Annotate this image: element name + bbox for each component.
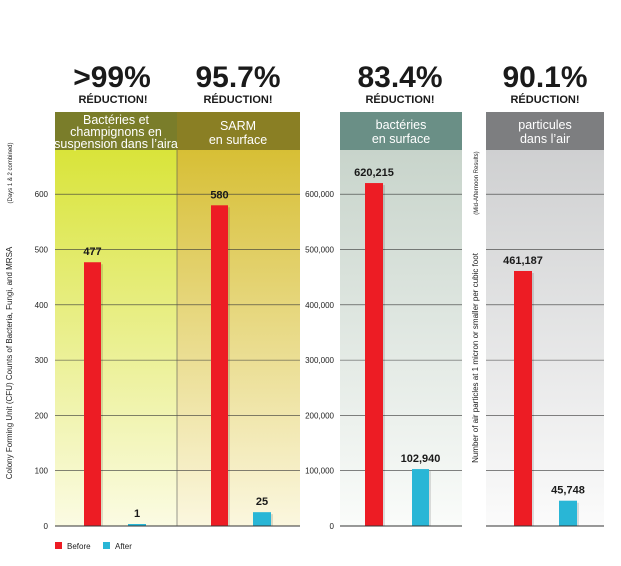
legend-after-swatch xyxy=(103,542,110,549)
headline-3: 83.4% RÉDUCTION! xyxy=(357,61,442,106)
bar-after-label: 102,940 xyxy=(401,453,441,465)
y-tick-label: 100,000 xyxy=(305,467,334,476)
y-tick-label: 100 xyxy=(35,467,49,476)
legend-before-swatch xyxy=(55,542,62,549)
y-tick-label: 400,000 xyxy=(305,301,334,310)
reduction-label: RÉDUCTION! xyxy=(78,93,147,106)
headline-percent: >99% xyxy=(73,61,151,94)
bar-before-label: 580 xyxy=(210,189,228,201)
right-y-axis-note: (Mid-Afternoon Results) xyxy=(474,151,480,214)
panel-2-header-text: SARM en surface xyxy=(209,119,267,147)
reduction-label: RÉDUCTION! xyxy=(365,93,434,106)
bar-before xyxy=(514,270,532,526)
bar-after-label: 45,748 xyxy=(551,485,585,497)
panel-4-header-line: dans l’air xyxy=(520,132,570,146)
headline-4: 90.1% RÉDUCTION! xyxy=(502,61,587,106)
bar-before-label: 461,187 xyxy=(503,255,543,267)
y-tick-label: 300 xyxy=(35,356,49,365)
headline-percent: 83.4% xyxy=(357,61,442,94)
panel-1-header-text: Bactéries et champignons en suspension d… xyxy=(54,113,178,151)
headline-percent: 95.7% xyxy=(195,61,280,94)
headline-percent: 90.1% xyxy=(502,61,587,94)
panel-4-header-line: particules xyxy=(518,118,572,132)
bar-before-label: 620,215 xyxy=(354,167,394,179)
left-y-axis-title: Colony Forming Unit (CFU) Counts of Bact… xyxy=(5,246,14,479)
y-tick-label: 0 xyxy=(44,522,49,531)
panel-4-background xyxy=(486,150,604,526)
y-tick-label: 500 xyxy=(35,246,49,255)
left-y-axis-note: (Days 1 & 2 combined) xyxy=(8,142,14,203)
grid-layer xyxy=(55,193,604,472)
panel-4-header xyxy=(486,112,604,150)
panel-3-header-line: en surface xyxy=(372,132,430,146)
bar-after-label: 1 xyxy=(134,508,140,520)
headline-1: >99% RÉDUCTION! xyxy=(73,61,151,106)
legend-before-label: Before xyxy=(67,542,91,551)
y-tick-label: 600,000 xyxy=(305,190,334,199)
y-tick-label: 300,000 xyxy=(305,356,334,365)
y-tick-label: 600 xyxy=(35,190,49,199)
panel-2-header xyxy=(177,112,300,150)
bar-layer: 477 1 580 25 620,215 102,940 461,187 45,748 xyxy=(83,167,585,526)
legend: Before After xyxy=(55,542,132,551)
panel-3-header xyxy=(340,112,462,150)
panel-2-header-line: SARM xyxy=(220,119,256,133)
right-y-axis-label: Number of air particles at 1 micron or s… xyxy=(471,151,480,463)
panel-1-header-line: Bactéries et xyxy=(83,113,150,127)
bar-after xyxy=(559,500,577,526)
bar-after xyxy=(128,524,146,526)
bar-before xyxy=(365,183,383,526)
bar-before-label: 477 xyxy=(83,246,101,258)
panel-1-header-line: suspension dans l’aira xyxy=(54,137,178,151)
bar-before xyxy=(211,205,228,526)
y-tick-label: 0 xyxy=(330,522,335,531)
y-tick-label: 200,000 xyxy=(305,411,334,420)
legend-after-label: After xyxy=(115,542,132,551)
panel-3-header-line: bactéries xyxy=(376,118,427,132)
panel-1-header-line: champignons en xyxy=(70,125,162,139)
panel-2-background xyxy=(177,150,300,526)
bar-after xyxy=(412,469,429,526)
y-tick-label: 400 xyxy=(35,301,49,310)
tick-layer: 0 100 200 300 400 500 600 0 100,000 200,000 300,00… xyxy=(35,190,335,531)
reduction-label: RÉDUCTION! xyxy=(203,93,272,106)
right-y-axis-title: Number of air particles at 1 micron or s… xyxy=(471,252,480,463)
panel-1-background xyxy=(55,150,177,526)
y-tick-label: 200 xyxy=(35,411,49,420)
panel-3-background xyxy=(340,150,462,526)
left-y-axis-label: Colony Forming Unit (CFU) Counts of Bact… xyxy=(5,142,14,479)
y-tick-label: 500,000 xyxy=(305,246,334,255)
bar-after-label: 25 xyxy=(256,496,268,508)
bar-before xyxy=(84,262,101,526)
panel-2-header-line: en surface xyxy=(209,133,267,147)
panel-4-header-text: particules dans l’air xyxy=(518,118,572,146)
panel-3-header-text: bactéries en surface xyxy=(372,118,430,146)
panel-1-header xyxy=(55,112,177,150)
headline-2: 95.7% RÉDUCTION! xyxy=(195,61,280,106)
bar-after xyxy=(253,512,271,526)
reduction-label: RÉDUCTION! xyxy=(510,93,579,106)
